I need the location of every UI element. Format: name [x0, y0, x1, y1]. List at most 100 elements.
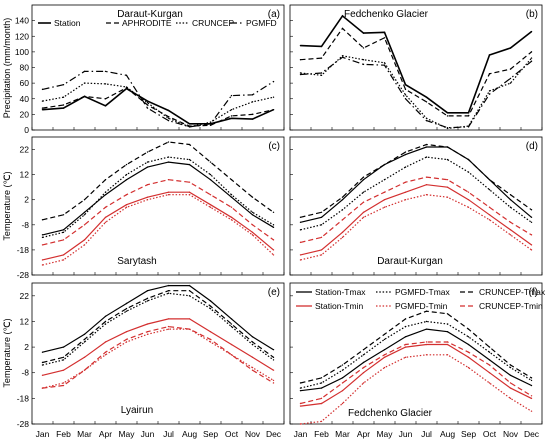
data-point — [167, 325, 170, 328]
data-point — [272, 224, 275, 226]
data-point — [188, 181, 191, 183]
panel-b: (b) Fedchenko Glacier — [289, 4, 543, 131]
data-point — [509, 77, 512, 80]
data-point — [362, 211, 365, 213]
station-title: Fedchenko Glacier — [344, 9, 429, 20]
data-point — [530, 60, 533, 62]
data-point — [467, 206, 470, 208]
data-point — [530, 384, 533, 387]
data-point — [509, 366, 512, 369]
data-point — [188, 289, 191, 292]
data-point — [425, 328, 428, 330]
series-line-station-tmin — [42, 191, 274, 261]
data-point — [530, 216, 533, 218]
data-point — [83, 214, 86, 216]
data-point — [83, 95, 86, 98]
x-tick-label: Jun — [399, 429, 413, 439]
x-tick-label: Mar — [335, 429, 350, 439]
data-point — [509, 206, 512, 208]
x-tick-label: Feb — [314, 429, 329, 439]
data-point — [41, 387, 44, 389]
data-point — [530, 397, 533, 400]
series-line-pgmfd — [42, 70, 274, 128]
panel-letter: (b) — [526, 9, 538, 20]
panel-letter: (c) — [268, 141, 280, 152]
data-point — [362, 47, 365, 49]
data-point — [125, 307, 128, 310]
data-point — [425, 343, 428, 346]
data-point — [230, 318, 233, 320]
data-point — [530, 57, 533, 59]
data-point — [83, 356, 86, 359]
data-point — [251, 214, 254, 216]
data-point — [230, 325, 233, 328]
data-point — [467, 351, 470, 353]
series-line-cruncep-tmax — [300, 143, 532, 218]
data-point — [299, 389, 302, 392]
data-point — [446, 186, 449, 188]
data-point — [383, 178, 386, 181]
y-tick-label: 100 — [15, 47, 29, 57]
data-point — [320, 57, 323, 59]
data-point — [188, 123, 191, 125]
data-point — [104, 178, 107, 181]
data-point — [362, 63, 365, 66]
data-point — [251, 118, 254, 120]
panel-f: (f) Fedchenko Glacier — [289, 282, 543, 425]
data-point — [530, 221, 533, 224]
legend-label: PGMFD-Tmax — [395, 287, 451, 297]
data-point — [41, 351, 44, 353]
data-point — [530, 395, 533, 397]
legend-label: PGMFD — [246, 18, 277, 28]
data-point — [383, 31, 386, 34]
data-point — [488, 351, 491, 353]
data-point — [404, 199, 407, 201]
data-point — [383, 354, 386, 356]
data-point — [83, 369, 86, 371]
data-point — [209, 338, 212, 341]
legend-label: CRUNCEP — [192, 18, 234, 28]
data-point — [209, 341, 212, 343]
data-point — [251, 231, 254, 234]
data-point — [383, 191, 386, 193]
legend-label: APHRODITE — [122, 18, 172, 28]
data-point — [146, 161, 149, 163]
data-point — [167, 156, 170, 158]
y-axis-label-temperature: Temperature (℃) — [2, 171, 12, 240]
y-tick-label: -8 — [21, 368, 29, 378]
data-point — [509, 47, 512, 49]
data-point — [41, 108, 44, 111]
x-tick-label: Feb — [56, 429, 71, 439]
x-tick-label: Sep — [203, 429, 218, 439]
data-point — [146, 166, 149, 168]
data-point — [230, 343, 233, 346]
data-point — [467, 171, 470, 173]
data-point — [167, 289, 170, 292]
panel-a: 0 20 40 60 80 100 120 140 (a) Daraut-Kurgan — [15, 4, 285, 135]
data-point — [341, 369, 344, 371]
data-point — [41, 361, 44, 364]
data-point — [341, 231, 344, 234]
data-point — [125, 338, 128, 341]
data-point — [488, 359, 491, 361]
data-point — [188, 295, 191, 297]
data-point — [362, 58, 365, 61]
data-point — [509, 199, 512, 201]
data-point — [41, 264, 44, 266]
data-point — [83, 199, 86, 201]
data-point — [167, 318, 170, 320]
data-point — [320, 236, 323, 239]
data-point — [41, 236, 44, 239]
data-point — [320, 72, 323, 74]
data-point — [251, 234, 254, 236]
panel-d: (d) Daraut-Kurgan — [289, 136, 543, 276]
data-point — [404, 166, 407, 168]
panel-letter: (f) — [529, 287, 538, 298]
y-tick-label: 22 — [20, 291, 30, 301]
data-point — [146, 297, 149, 300]
data-point — [230, 108, 233, 111]
data-point — [467, 126, 470, 128]
y-tick-label: 40 — [20, 94, 30, 104]
series-line-station-tmax — [300, 146, 532, 223]
data-point — [341, 402, 344, 405]
